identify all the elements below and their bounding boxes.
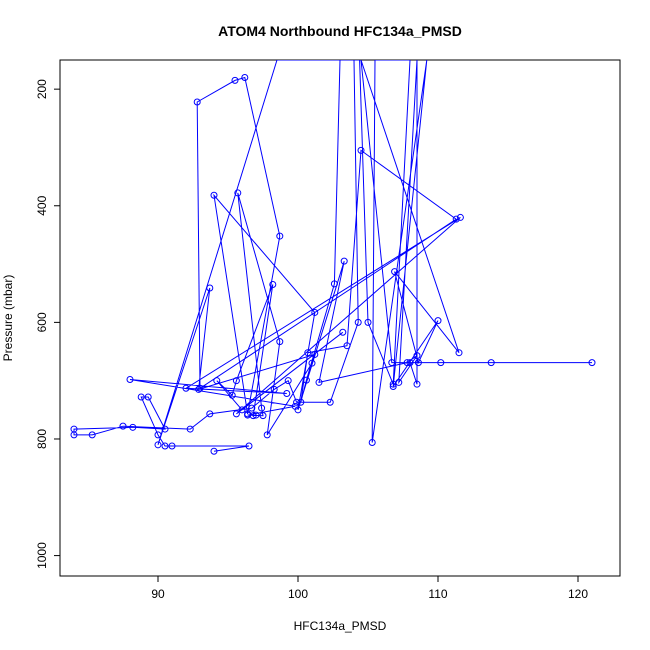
- data-point: [413, 380, 421, 388]
- data-point: [413, 352, 421, 360]
- x-tick-label: 90: [151, 587, 165, 601]
- data-point: [70, 431, 78, 439]
- data-point: [196, 384, 204, 392]
- data-point: [195, 385, 203, 393]
- data-point: [238, 406, 246, 414]
- data-point: [456, 213, 464, 221]
- data-point: [437, 359, 445, 367]
- y-tick-label: 800: [35, 429, 49, 449]
- data-point: [129, 423, 137, 431]
- y-tick-label: 200: [35, 79, 49, 99]
- y-tick-label: 1000: [35, 542, 49, 569]
- data-point: [228, 391, 236, 399]
- data-point: [354, 318, 362, 326]
- data-point: [339, 328, 347, 336]
- data-point: [284, 377, 292, 385]
- data-point: [291, 402, 299, 410]
- data-point: [161, 442, 169, 450]
- data-point: [340, 257, 348, 265]
- data-point: [270, 385, 278, 393]
- data-point: [364, 318, 372, 326]
- x-tick-label: 100: [288, 587, 308, 601]
- data-point: [302, 376, 310, 384]
- data-point: [144, 393, 152, 401]
- data-point: [403, 359, 411, 367]
- data-point: [182, 384, 190, 392]
- data-point: [241, 73, 249, 81]
- data-point: [232, 377, 240, 385]
- data-point: [330, 280, 338, 288]
- data-point: [276, 338, 284, 346]
- data-point: [137, 393, 145, 401]
- data-point: [455, 349, 463, 357]
- x-tick-label: 120: [568, 587, 588, 601]
- data-point: [210, 447, 218, 455]
- data-point: [206, 284, 214, 292]
- data-point: [249, 412, 257, 420]
- data-point: [154, 431, 162, 439]
- data-point: [315, 378, 323, 386]
- data-point: [259, 412, 267, 420]
- data-point: [168, 442, 176, 450]
- y-axis-label: Pressure (mbar): [1, 275, 15, 362]
- data-point: [343, 342, 351, 350]
- data-point: [326, 398, 334, 406]
- data-point: [434, 317, 442, 325]
- data-point: [276, 232, 284, 240]
- data-point: [193, 98, 201, 106]
- x-tick-label: 110: [428, 587, 447, 601]
- data-point: [357, 146, 365, 154]
- y-tick-label: 600: [35, 312, 49, 332]
- y-axis: 200 400 600 800 1000: [35, 79, 60, 569]
- data-point: [283, 390, 291, 398]
- data-point: [154, 441, 162, 449]
- data-point: [126, 376, 134, 384]
- x-axis-label: HFC134a_PMSD: [294, 619, 387, 633]
- data-point: [389, 383, 397, 391]
- data-point: [252, 411, 260, 419]
- x-axis: 90 100 110 120: [151, 576, 588, 601]
- data-point: [258, 404, 266, 412]
- data-point: [263, 431, 271, 439]
- data-point: [297, 398, 305, 406]
- data-point: [487, 359, 495, 367]
- data-point: [368, 438, 376, 446]
- data-point: [406, 359, 414, 367]
- data-point: [231, 76, 239, 84]
- data-point: [186, 425, 194, 433]
- chart-title: ATOM4 Northbound HFC134a_PMSD: [218, 23, 462, 39]
- data-point: [88, 431, 96, 439]
- y-tick-label: 400: [35, 195, 49, 215]
- data-point: [391, 268, 399, 276]
- data-point: [311, 308, 319, 316]
- data-point: [311, 350, 319, 358]
- data-point: [245, 442, 253, 450]
- data-point: [452, 215, 460, 223]
- data-point: [206, 410, 214, 418]
- data-point: [119, 422, 127, 430]
- data-point: [389, 380, 397, 388]
- data-point: [213, 377, 221, 385]
- plot-area: [70, 60, 596, 455]
- data-point: [388, 359, 396, 367]
- data-point: [588, 359, 596, 367]
- data-point: [210, 191, 218, 199]
- data-point: [308, 359, 316, 367]
- data-point: [304, 349, 312, 357]
- data-point: [414, 359, 422, 367]
- data-point: [248, 404, 256, 412]
- data-point: [269, 280, 277, 288]
- data-point: [234, 189, 242, 197]
- data-point: [232, 410, 240, 418]
- data-point: [293, 398, 301, 406]
- data-point: [161, 425, 169, 433]
